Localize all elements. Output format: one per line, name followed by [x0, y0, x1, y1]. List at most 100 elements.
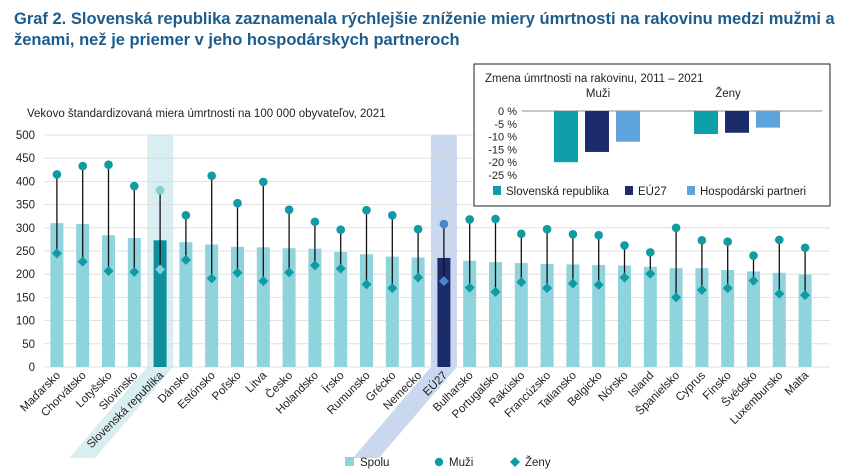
y-axis-label: Vekovo štandardizovaná miera úmrtnosti n… [27, 108, 386, 120]
dot-muzi [388, 210, 397, 220]
inset-bar [585, 111, 609, 152]
y-tick-label: 0 [29, 362, 35, 374]
dot-muzi [284, 205, 294, 215]
bar-spolu [256, 247, 270, 367]
diamond-zeny [748, 275, 759, 286]
inset-y-tick: -5 % [494, 119, 517, 131]
bar-spolu [385, 256, 399, 367]
diamond-zeny [490, 286, 501, 297]
y-tick-label: 350 [16, 200, 35, 212]
category-label: Poľsko [210, 370, 243, 403]
diamond-zeny [464, 282, 475, 293]
bar-spolu [592, 264, 606, 367]
diamond-zeny [774, 288, 785, 299]
dot-muzi [465, 215, 475, 224]
bar-spolu [721, 270, 735, 367]
diamond-zeny [361, 279, 372, 290]
inset-bar [756, 111, 780, 128]
dot-muzi [542, 224, 552, 234]
diamond-zeny [335, 263, 346, 274]
diamond-zeny [284, 267, 295, 278]
inset-y-tick: -15 % [488, 144, 517, 156]
diamond-zeny [206, 273, 217, 284]
diamond-zeny [567, 278, 578, 289]
diamond-zeny [387, 283, 398, 294]
category-label: Nórsko [596, 370, 630, 404]
diamond-zeny [129, 266, 140, 277]
bar-spolu [282, 248, 296, 367]
diamond-zeny [800, 290, 811, 301]
dot-muzi [259, 177, 268, 187]
y-tick-label: 250 [16, 246, 35, 258]
bar-spolu [179, 242, 193, 367]
inset-y-tick: -20 % [488, 157, 517, 169]
legend-label: Ženy [525, 456, 551, 469]
inset-legend-label: Slovenská republika [506, 186, 610, 198]
dot-muzi [697, 236, 707, 245]
y-tick-label: 500 [16, 130, 35, 142]
dot-muzi [78, 161, 87, 171]
diamond-zeny [155, 264, 166, 275]
category-label: Malta [783, 369, 812, 398]
dot-muzi [207, 171, 216, 181]
dot-muzi [310, 217, 320, 227]
dot-muzi [181, 210, 191, 220]
inset-y-tick: 0 % [498, 106, 517, 118]
inset-legend-swatch [687, 186, 695, 195]
category-label: Cyprus [674, 369, 708, 403]
y-tick-label: 400 [16, 176, 35, 188]
bar-spolu [437, 257, 451, 367]
diamond-zeny [722, 283, 733, 294]
bar-spolu [798, 274, 812, 367]
inset-legend-swatch [625, 186, 633, 195]
inset-y-tick: -25 % [488, 170, 517, 182]
bar-spolu [643, 266, 657, 367]
diamond-zeny [593, 279, 604, 290]
dot-muzi [413, 224, 423, 234]
diamond-zeny [309, 260, 320, 271]
inset-bar [725, 111, 749, 133]
dot-muzi [671, 223, 681, 233]
legend-label: Muži [449, 457, 473, 469]
dot-muzi [362, 205, 371, 215]
bar-spolu [153, 240, 167, 367]
bar-spolu [76, 224, 90, 367]
diamond-zeny [180, 254, 191, 265]
inset-legend-label: EÚ27 [638, 185, 667, 198]
inset-bar [554, 111, 578, 163]
diamond-zeny [413, 272, 424, 283]
bar-spolu [747, 271, 760, 367]
diamond-zeny [232, 267, 243, 278]
legend-swatch-spolu [345, 457, 354, 466]
bar-spolu [514, 263, 528, 367]
dot-muzi [800, 243, 810, 253]
y-tick-label: 100 [16, 316, 35, 328]
y-tick-label: 50 [22, 339, 35, 351]
dot-muzi [52, 170, 62, 179]
dot-muzi [130, 181, 139, 191]
y-tick-label: 200 [16, 269, 35, 281]
y-tick-label: 450 [16, 153, 35, 165]
bar-spolu [308, 248, 322, 367]
diamond-zeny [645, 268, 656, 279]
inset-legend-swatch [493, 186, 501, 195]
inset-bar [616, 111, 640, 142]
highlight-band [69, 135, 174, 458]
dot-muzi [336, 225, 346, 234]
bar-spolu [334, 251, 348, 367]
inset-legend-label: Hospodárski partneri [700, 186, 806, 198]
bar-spolu [411, 257, 425, 367]
diamond-zeny [516, 277, 527, 288]
legend-swatch-muzi [434, 457, 444, 467]
diamond-zeny [103, 265, 114, 276]
dot-muzi [646, 248, 655, 257]
bar-spolu [231, 246, 244, 367]
highlight-band [352, 135, 457, 458]
y-tick-label: 150 [16, 292, 35, 304]
inset-box [473, 63, 831, 207]
dot-muzi [568, 229, 578, 239]
inset-bar [694, 111, 718, 135]
diamond-zeny [619, 272, 630, 283]
bar-spolu [566, 264, 580, 367]
